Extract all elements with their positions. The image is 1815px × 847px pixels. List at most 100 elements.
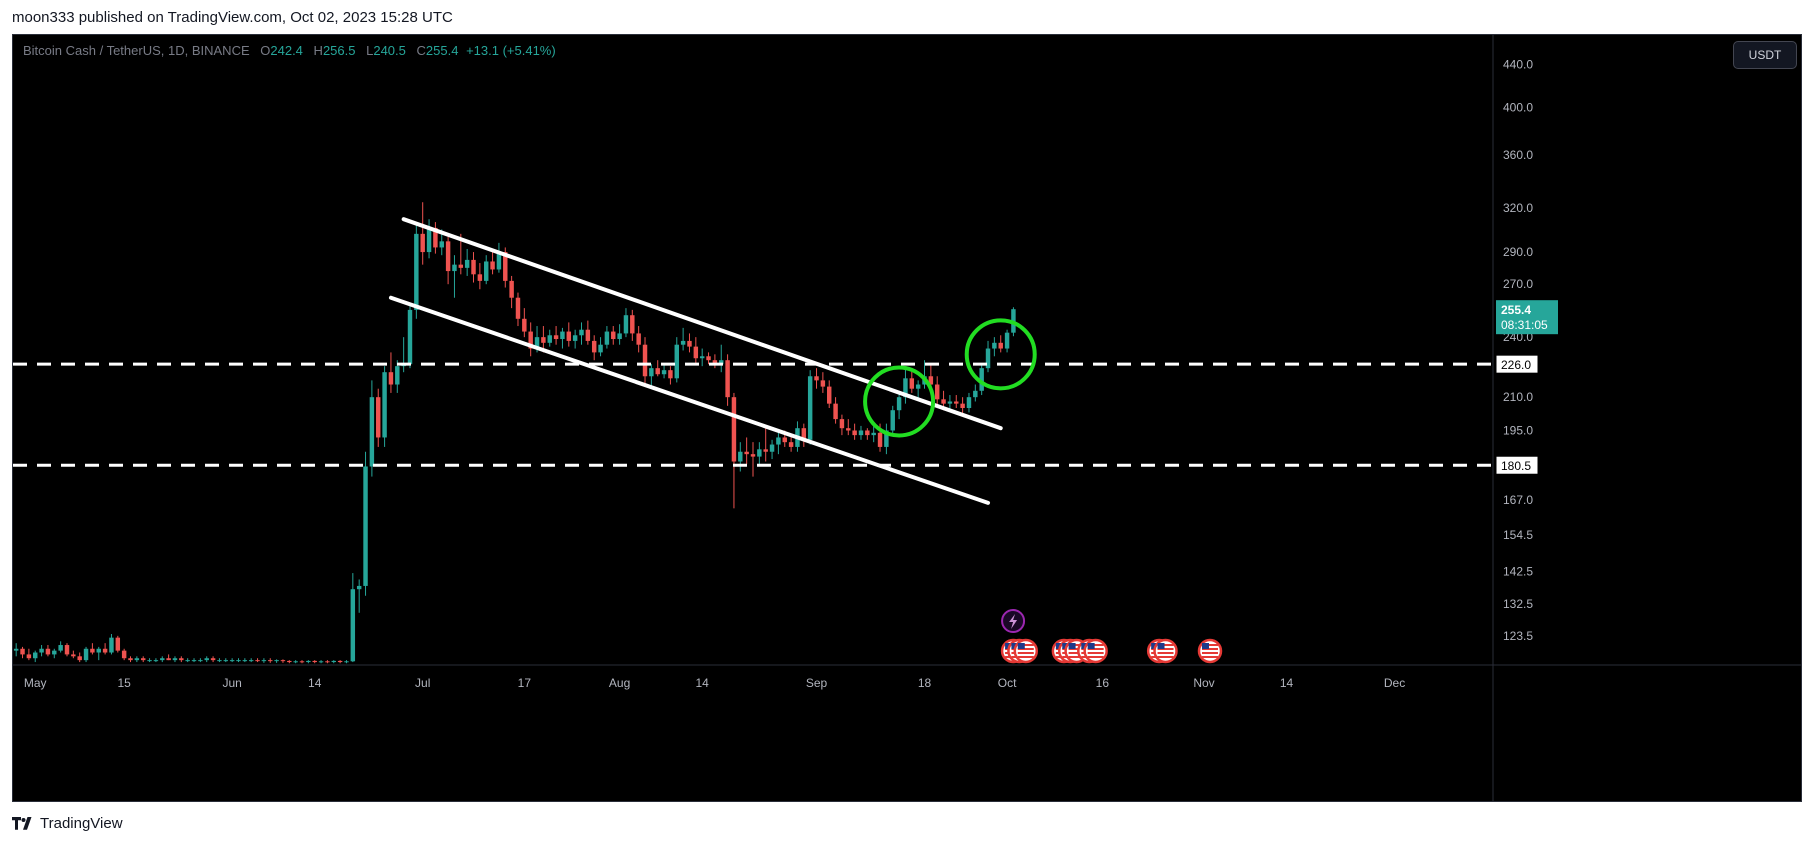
time-tick-label: 18: [918, 676, 932, 690]
candle-body: [280, 660, 286, 662]
candle-body: [833, 403, 838, 420]
candle: [77, 652, 82, 663]
candle: [420, 202, 425, 265]
candle-body: [255, 660, 260, 662]
candle-body: [477, 274, 483, 281]
candle-body: [217, 660, 222, 662]
candle-body: [490, 261, 495, 270]
candle-body: [725, 360, 730, 398]
candle-body: [896, 397, 902, 411]
candle-body: [331, 660, 336, 663]
candle-body: [566, 331, 572, 341]
candle: [871, 425, 876, 443]
candle: [788, 435, 794, 452]
candle-body: [153, 660, 159, 662]
candle-body: [268, 660, 273, 662]
candle: [769, 439, 775, 460]
candle-body: [147, 660, 152, 662]
candle-body: [966, 397, 972, 409]
candle-body: [45, 648, 51, 655]
us-flag-event-icon: [1013, 638, 1039, 664]
candle: [598, 337, 603, 357]
time-tick-label: Sep: [806, 676, 828, 690]
candle: [45, 645, 51, 657]
candle: [496, 242, 502, 273]
candle-body: [884, 430, 889, 447]
candle-body: [420, 233, 425, 253]
us-flag-stripe: [1017, 644, 1034, 646]
us-flag-stripe: [1201, 656, 1218, 658]
candle: [433, 222, 438, 254]
candle-body: [852, 430, 857, 436]
candle: [630, 309, 635, 341]
candle: [827, 380, 832, 409]
candle: [312, 660, 317, 664]
candle-body: [598, 344, 603, 353]
candle: [623, 308, 629, 338]
candlestick-chart[interactable]: 440.0400.0360.0320.0290.0270.0240.0210.0…: [13, 35, 1801, 801]
us-flag-stripe: [1017, 656, 1034, 658]
candle: [712, 354, 718, 369]
candle: [820, 372, 826, 393]
legend-open-label: O: [260, 43, 271, 58]
candle: [13, 643, 19, 657]
candle-body: [941, 399, 946, 404]
candle: [985, 340, 991, 373]
candle-body: [39, 648, 44, 653]
candle: [39, 645, 44, 657]
candle-body: [642, 344, 648, 377]
candle-body: [293, 661, 298, 663]
candle: [71, 650, 76, 659]
candle: [64, 643, 70, 657]
candle-body: [744, 451, 749, 455]
candle-body: [630, 315, 635, 334]
candle: [388, 352, 394, 393]
price-tick-label: 270.0: [1503, 277, 1533, 291]
candle: [33, 650, 38, 663]
candle: [649, 364, 654, 389]
time-tick-label: Dec: [1384, 676, 1405, 690]
chart-frame[interactable]: 440.0 400.0 360.0 320.0 290.0 270.0 240.0 210.0…: [12, 34, 1802, 802]
candle: [522, 308, 527, 338]
level-price-label-box: [1495, 455, 1539, 475]
candle-body: [407, 309, 413, 365]
candle: [452, 255, 457, 298]
candle: [547, 329, 552, 347]
tradingview-footer[interactable]: TradingView: [12, 815, 123, 832]
us-flag-stripe: [1201, 648, 1218, 650]
candle-body: [109, 637, 114, 653]
legend-high-value: 256.5: [322, 43, 356, 58]
candle-body: [261, 660, 267, 662]
candle-body: [210, 658, 216, 661]
us-flag-stripe: [1201, 652, 1218, 654]
price-tick-label: 123.5: [1503, 629, 1533, 643]
current-price-label: 255.408:31:05: [1496, 300, 1558, 335]
candle: [604, 326, 610, 349]
candle: [998, 335, 1003, 353]
candle-body: [661, 370, 667, 375]
candle: [426, 219, 432, 259]
time-tick-label: 14: [696, 676, 710, 690]
legend-high-label: H: [313, 43, 323, 58]
breakout-circle-0: [863, 365, 936, 438]
time-axis: May 15 Jun 14 Jul 17 Aug 14 Sep 18 Oct 16 Nov 14 Dec: [24, 676, 1405, 690]
current-price-label-box: [1496, 300, 1558, 335]
candle: [299, 660, 305, 664]
candle: [52, 648, 57, 659]
candle: [306, 660, 311, 664]
candle-body: [515, 297, 521, 319]
us-flag-stripe: [1068, 656, 1085, 658]
candle-body: [26, 654, 32, 659]
currency-button[interactable]: USDT: [1733, 41, 1797, 69]
candle-body: [198, 660, 203, 662]
candle-body: [890, 410, 895, 431]
candle-body: [979, 368, 984, 391]
candle-body: [769, 444, 775, 452]
legend-open-value: 242.4: [270, 43, 303, 58]
candle-body: [160, 658, 165, 661]
candle-body: [954, 401, 959, 404]
candle: [483, 255, 489, 285]
price-tick-label: 154.5: [1503, 528, 1533, 542]
candle-body: [522, 318, 527, 332]
candle: [833, 397, 838, 424]
